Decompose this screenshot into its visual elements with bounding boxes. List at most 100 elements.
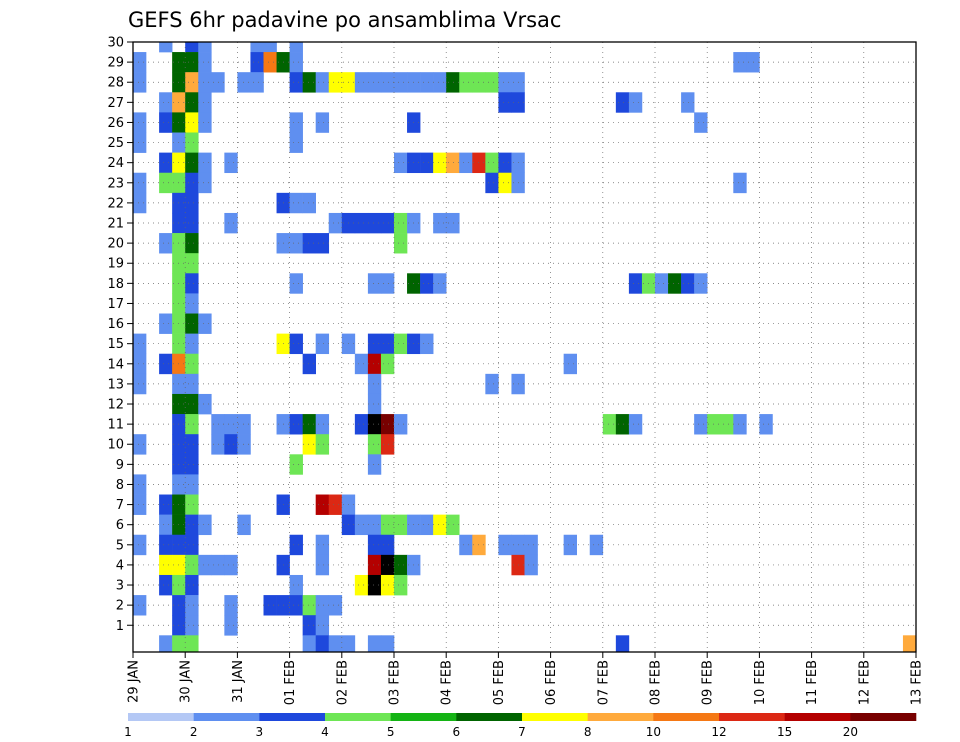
heatmap-cell [185, 454, 199, 475]
heatmap-cell [289, 273, 303, 294]
heatmap-cell [446, 212, 460, 234]
heatmap-cell [133, 373, 147, 395]
heatmap-cell [341, 635, 356, 653]
heatmap-cell [315, 534, 330, 556]
colorbar-label: 6 [453, 725, 461, 739]
y-tick-label: 19 [107, 257, 124, 272]
y-tick-label: 20 [107, 237, 124, 252]
heatmap-cell [185, 313, 199, 334]
x-tick-label: 07 FEB [596, 660, 611, 705]
heatmap-cell [354, 72, 369, 93]
heatmap-cell [159, 233, 173, 254]
heatmap-cell [211, 434, 225, 455]
heatmap-cell [315, 414, 330, 435]
heatmap-cell [380, 574, 395, 596]
heatmap-cell [159, 534, 173, 556]
heatmap-cell [198, 72, 212, 93]
heatmap-cell [328, 494, 343, 515]
heatmap-cell [159, 152, 173, 174]
heatmap-cell [211, 554, 225, 576]
heatmap-cell [224, 152, 238, 174]
y-tick-label: 24 [107, 156, 124, 171]
heatmap-cell [394, 72, 408, 93]
heatmap-cell [315, 554, 330, 576]
heatmap-cell [498, 534, 512, 556]
heatmap-cell [459, 152, 473, 174]
colorbar-label: 12 [711, 725, 726, 739]
heatmap-cell [380, 273, 395, 294]
y-tick-label: 12 [107, 398, 124, 413]
heatmap-cell [315, 72, 330, 93]
heatmap-cell [133, 474, 147, 495]
heatmap-cell [159, 112, 173, 133]
heatmap-cell [185, 434, 199, 455]
colorbar-label: 15 [777, 725, 792, 739]
heatmap-cell [380, 414, 395, 435]
heatmap-cell [159, 353, 173, 375]
heatmap-cell [367, 454, 382, 475]
x-tick-label: 09 FEB [701, 660, 716, 705]
heatmap-cell [433, 212, 447, 234]
heatmap-cell [628, 414, 643, 435]
heatmap-cell [302, 192, 316, 214]
heatmap-cell [420, 514, 434, 536]
heatmap-cell [289, 333, 303, 355]
heatmap-cell [433, 273, 447, 294]
colorbar: 1 2 3 4 5 6 7 8 10 12 15 20 [124, 713, 917, 739]
heatmap-cell [394, 574, 408, 596]
heatmap-cell [185, 253, 199, 274]
y-tick-label: 1 [116, 619, 124, 634]
heatmap-cell [237, 434, 251, 455]
heatmap-cell [681, 273, 695, 294]
heatmap-cell [159, 514, 173, 536]
heatmap-cell [289, 132, 303, 153]
y-tick-label: 14 [107, 357, 124, 372]
x-tick-label: 01 FEB [283, 660, 298, 705]
heatmap-cell [315, 434, 330, 455]
heatmap-cell [185, 132, 199, 153]
heatmap-cell [367, 574, 382, 596]
heatmap-cell [172, 635, 186, 653]
x-tick-label: 29 JAN [127, 660, 142, 703]
heatmap-cell [394, 514, 408, 536]
heatmap-cell [250, 72, 264, 93]
heatmap-cell [380, 554, 395, 576]
y-tick-label: 13 [107, 377, 124, 392]
colorbar-swatch [456, 713, 523, 721]
heatmap-cell [694, 273, 708, 294]
heatmap-cell [524, 534, 538, 556]
heatmap-cell [185, 615, 199, 636]
heatmap-cell [185, 554, 199, 576]
heatmap-cell [211, 414, 225, 435]
heatmap-cell [133, 192, 147, 214]
heatmap-cell [198, 152, 212, 174]
y-tick-label: 7 [116, 498, 124, 513]
heatmap-cell [289, 72, 303, 93]
heatmap-cell [159, 494, 173, 515]
x-tick-label: 10 FEB [753, 660, 768, 705]
heatmap-cell [524, 554, 538, 576]
heatmap-cell [224, 554, 238, 576]
heatmap-cell [198, 554, 212, 576]
heatmap-cell [185, 112, 199, 133]
heatmap-cell [289, 112, 303, 133]
heatmap-cell [198, 514, 212, 536]
heatmap-cell [211, 72, 225, 93]
heatmap-cell [433, 152, 447, 174]
y-tick-label: 17 [107, 297, 124, 312]
heatmap-cell [498, 152, 512, 174]
heatmap-cell [328, 72, 343, 93]
heatmap-cell [133, 534, 147, 556]
heatmap-cell [720, 414, 734, 435]
y-tick-label: 9 [116, 458, 124, 473]
heatmap-cell [185, 514, 199, 536]
heatmap-cell [133, 333, 147, 355]
heatmap-cell [185, 393, 199, 415]
x-tick-label: 02 FEB [335, 660, 350, 705]
y-tick-label: 11 [107, 418, 124, 433]
heatmap-cell [315, 112, 330, 133]
x-tick-label: 06 FEB [544, 660, 559, 705]
heatmap-cell [367, 514, 382, 536]
heatmap-cell [380, 212, 395, 234]
